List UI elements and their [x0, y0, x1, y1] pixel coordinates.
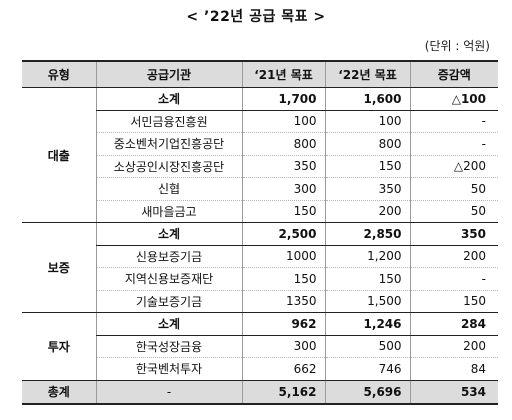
loan-subtotal-row: 대출 소계 1,700 1,600 △100: [22, 87, 498, 223]
value-y22: 150: [324, 155, 410, 178]
table-row: 소상공인시장진흥공단 350 150 △200: [22, 155, 498, 178]
subtotal-y22: 1,600: [324, 87, 410, 111]
value-y21: 1000: [241, 245, 325, 268]
value-diff: 50: [409, 200, 498, 223]
value-y22: 800: [324, 132, 410, 156]
value-y21: 150: [241, 200, 325, 223]
institution-name: 소상공인시장진흥공단: [95, 155, 242, 178]
table-row: 서민금융진흥원 100 100 -: [22, 110, 498, 133]
value-y22: 1,200: [324, 245, 410, 268]
institution-name: 서민금융진흥원: [95, 110, 242, 133]
institution-name: 새마을금고: [95, 200, 242, 223]
header-type: 유형: [22, 60, 96, 88]
table-row: 신협 300 350 50: [22, 177, 498, 201]
institution-name: 신용보증기금: [95, 245, 242, 268]
guarantee-subtotal-row: 보증 소계 2,500 2,850 350: [22, 222, 498, 313]
subtotal-diff: 350: [409, 222, 498, 246]
table-row: 한국성장금융 300 500 200: [22, 335, 498, 358]
value-diff: -: [409, 132, 498, 156]
value-y22: 150: [324, 267, 410, 291]
institution-name: 한국성장금융: [95, 335, 242, 358]
institution-name: 한국벤처투자: [95, 357, 242, 381]
value-diff: 84: [409, 357, 498, 381]
subtotal-y22: 2,850: [324, 222, 410, 246]
subtotal-diff: △100: [409, 87, 498, 111]
table-row: 한국벤처투자 662 746 84: [22, 357, 498, 381]
institution-name: 신협: [95, 177, 242, 201]
total-institution: -: [95, 379, 242, 405]
value-diff: -: [409, 267, 498, 291]
table-row: 새마을금고 150 200 50: [22, 200, 498, 223]
value-y21: 800: [241, 132, 325, 156]
investment-subtotal-row: 투자 소계 962 1,246 284: [22, 312, 498, 381]
header-diff: 증감액: [409, 60, 498, 88]
group-type-guarantee: 보증: [22, 222, 96, 313]
value-diff: 50: [409, 177, 498, 201]
unit-note: (단위 : 억원): [424, 39, 490, 53]
table-row: 지역신용보증재단 150 150 -: [22, 267, 498, 291]
subtotal-y21: 1,700: [241, 87, 325, 111]
total-diff: 534: [409, 379, 498, 405]
group-type-loan: 대출: [22, 87, 96, 223]
value-diff: 200: [409, 335, 498, 358]
institution-name: 지역신용보증재단: [95, 267, 242, 291]
group-type-investment: 투자: [22, 312, 96, 381]
value-y22: 100: [324, 110, 410, 133]
table-row: 기술보증기금 1350 1,500 150: [22, 290, 498, 313]
total-y21: 5,162: [241, 379, 325, 405]
value-y22: 746: [324, 357, 410, 381]
subtotal-diff: 284: [409, 312, 498, 336]
value-y22: 1,500: [324, 290, 410, 313]
value-y21: 100: [241, 110, 325, 133]
total-row: 총계 - 5,162 5,696 534: [22, 379, 498, 405]
value-y22: 350: [324, 177, 410, 201]
value-y21: 300: [241, 177, 325, 201]
table-header-row: 유형 공급기관 ‘21년 목표 ‘22년 목표 증감액: [22, 60, 498, 88]
subtotal-label: 소계: [95, 87, 242, 111]
table-row: 중소벤처기업진흥공단 800 800 -: [22, 132, 498, 156]
header-institution: 공급기관: [95, 60, 242, 88]
value-y21: 150: [241, 267, 325, 291]
subtotal-y21: 962: [241, 312, 325, 336]
value-diff: 150: [409, 290, 498, 313]
subtotal-label: 소계: [95, 222, 242, 246]
total-label: 총계: [22, 379, 96, 405]
value-diff: 200: [409, 245, 498, 268]
total-y22: 5,696: [324, 379, 410, 405]
value-y21: 300: [241, 335, 325, 358]
subtotal-y22: 1,246: [324, 312, 410, 336]
value-y22: 500: [324, 335, 410, 358]
value-y21: 662: [241, 357, 325, 381]
institution-name: 중소벤처기업진흥공단: [95, 132, 242, 156]
value-y21: 350: [241, 155, 325, 178]
header-y22: ‘22년 목표: [324, 60, 410, 88]
subtotal-y21: 2,500: [241, 222, 325, 246]
value-diff: -: [409, 110, 498, 133]
page-title: < ’22년 공급 목표 >: [186, 9, 326, 25]
value-diff: △200: [409, 155, 498, 178]
header-y21: ‘21년 목표: [241, 60, 325, 88]
value-y21: 1350: [241, 290, 325, 313]
table-row: 신용보증기금 1000 1,200 200: [22, 245, 498, 268]
value-y22: 200: [324, 200, 410, 223]
institution-name: 기술보증기금: [95, 290, 242, 313]
subtotal-label: 소계: [95, 312, 242, 336]
supply-target-table: 유형 공급기관 ‘21년 목표 ‘22년 목표 증감액 대출 소계 1,700 …: [22, 60, 498, 405]
